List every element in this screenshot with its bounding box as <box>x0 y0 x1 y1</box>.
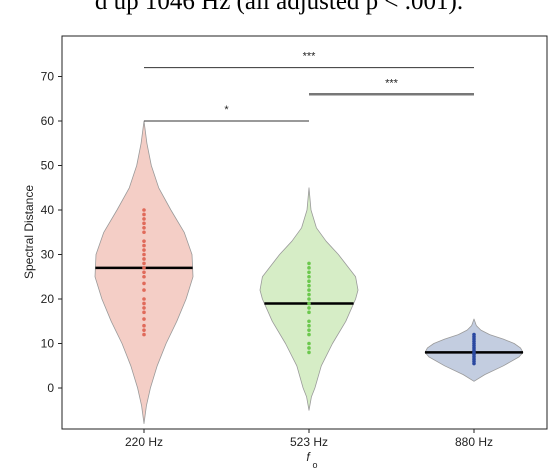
data-point <box>142 317 146 321</box>
data-point <box>307 332 311 337</box>
data-point <box>142 274 146 279</box>
data-point <box>307 266 311 270</box>
significance-brackets: ******* <box>144 51 474 122</box>
data-point <box>142 221 146 226</box>
y-tick-label: 20 <box>41 292 55 306</box>
x-axis: 220 Hz 523 Hz 880 Hz <box>125 429 493 449</box>
data-point <box>142 230 146 235</box>
y-tick-label: 40 <box>41 203 55 217</box>
data-point <box>307 310 311 315</box>
data-point <box>142 208 146 212</box>
data-point <box>142 288 146 292</box>
data-point <box>142 306 146 310</box>
y-tick-label: 30 <box>41 248 55 262</box>
data-point <box>307 328 311 332</box>
x-axis-label-subscript: o <box>312 460 317 470</box>
data-point <box>142 239 146 243</box>
data-point <box>142 297 146 301</box>
x-axis-label: f <box>306 450 311 464</box>
data-point <box>307 274 311 279</box>
data-point <box>307 323 311 328</box>
y-tick-label: 60 <box>41 114 55 128</box>
data-point <box>142 252 146 257</box>
y-tick-label: 50 <box>41 159 55 173</box>
data-point <box>142 328 146 332</box>
y-axis-label: Spectral Distance <box>22 185 36 279</box>
data-point <box>307 270 311 275</box>
x-tick-label: 523 Hz <box>290 435 328 449</box>
data-point <box>142 323 146 328</box>
data-point <box>142 310 146 315</box>
data-point <box>472 332 476 337</box>
data-point <box>307 350 311 355</box>
x-tick-label: 220 Hz <box>125 435 163 449</box>
violins <box>94 120 524 424</box>
data-point <box>307 279 311 284</box>
significance-label: * <box>224 104 229 116</box>
data-point <box>307 306 311 310</box>
data-point <box>142 332 146 337</box>
data-point <box>142 257 146 261</box>
y-tick-label: 70 <box>41 70 55 84</box>
data-point <box>142 243 146 248</box>
data-point <box>142 281 146 286</box>
data-point <box>142 217 146 221</box>
data-point <box>307 341 311 346</box>
data-point <box>307 283 311 288</box>
data-point <box>142 266 146 270</box>
caption-fragment: d up 1046 Hz (all adjusted p < .001). <box>94 0 464 15</box>
y-tick-label: 0 <box>47 381 54 395</box>
data-point <box>142 301 146 306</box>
y-axis: 0 10 20 30 40 50 60 70 <box>41 70 62 395</box>
data-point <box>307 297 311 301</box>
significance-label: *** <box>385 77 399 89</box>
data-point <box>142 212 146 217</box>
data-point <box>307 292 311 297</box>
data-point <box>142 261 146 266</box>
data-point <box>307 261 311 266</box>
data-point <box>307 288 311 292</box>
data-point <box>142 226 146 230</box>
data-point <box>307 319 311 324</box>
data-point <box>307 346 311 350</box>
x-tick-label: 880 Hz <box>455 435 493 449</box>
data-point <box>142 248 146 252</box>
y-tick-label: 10 <box>41 337 55 351</box>
data-point <box>307 301 311 306</box>
data-point <box>142 270 146 275</box>
significance-label: *** <box>303 51 317 63</box>
